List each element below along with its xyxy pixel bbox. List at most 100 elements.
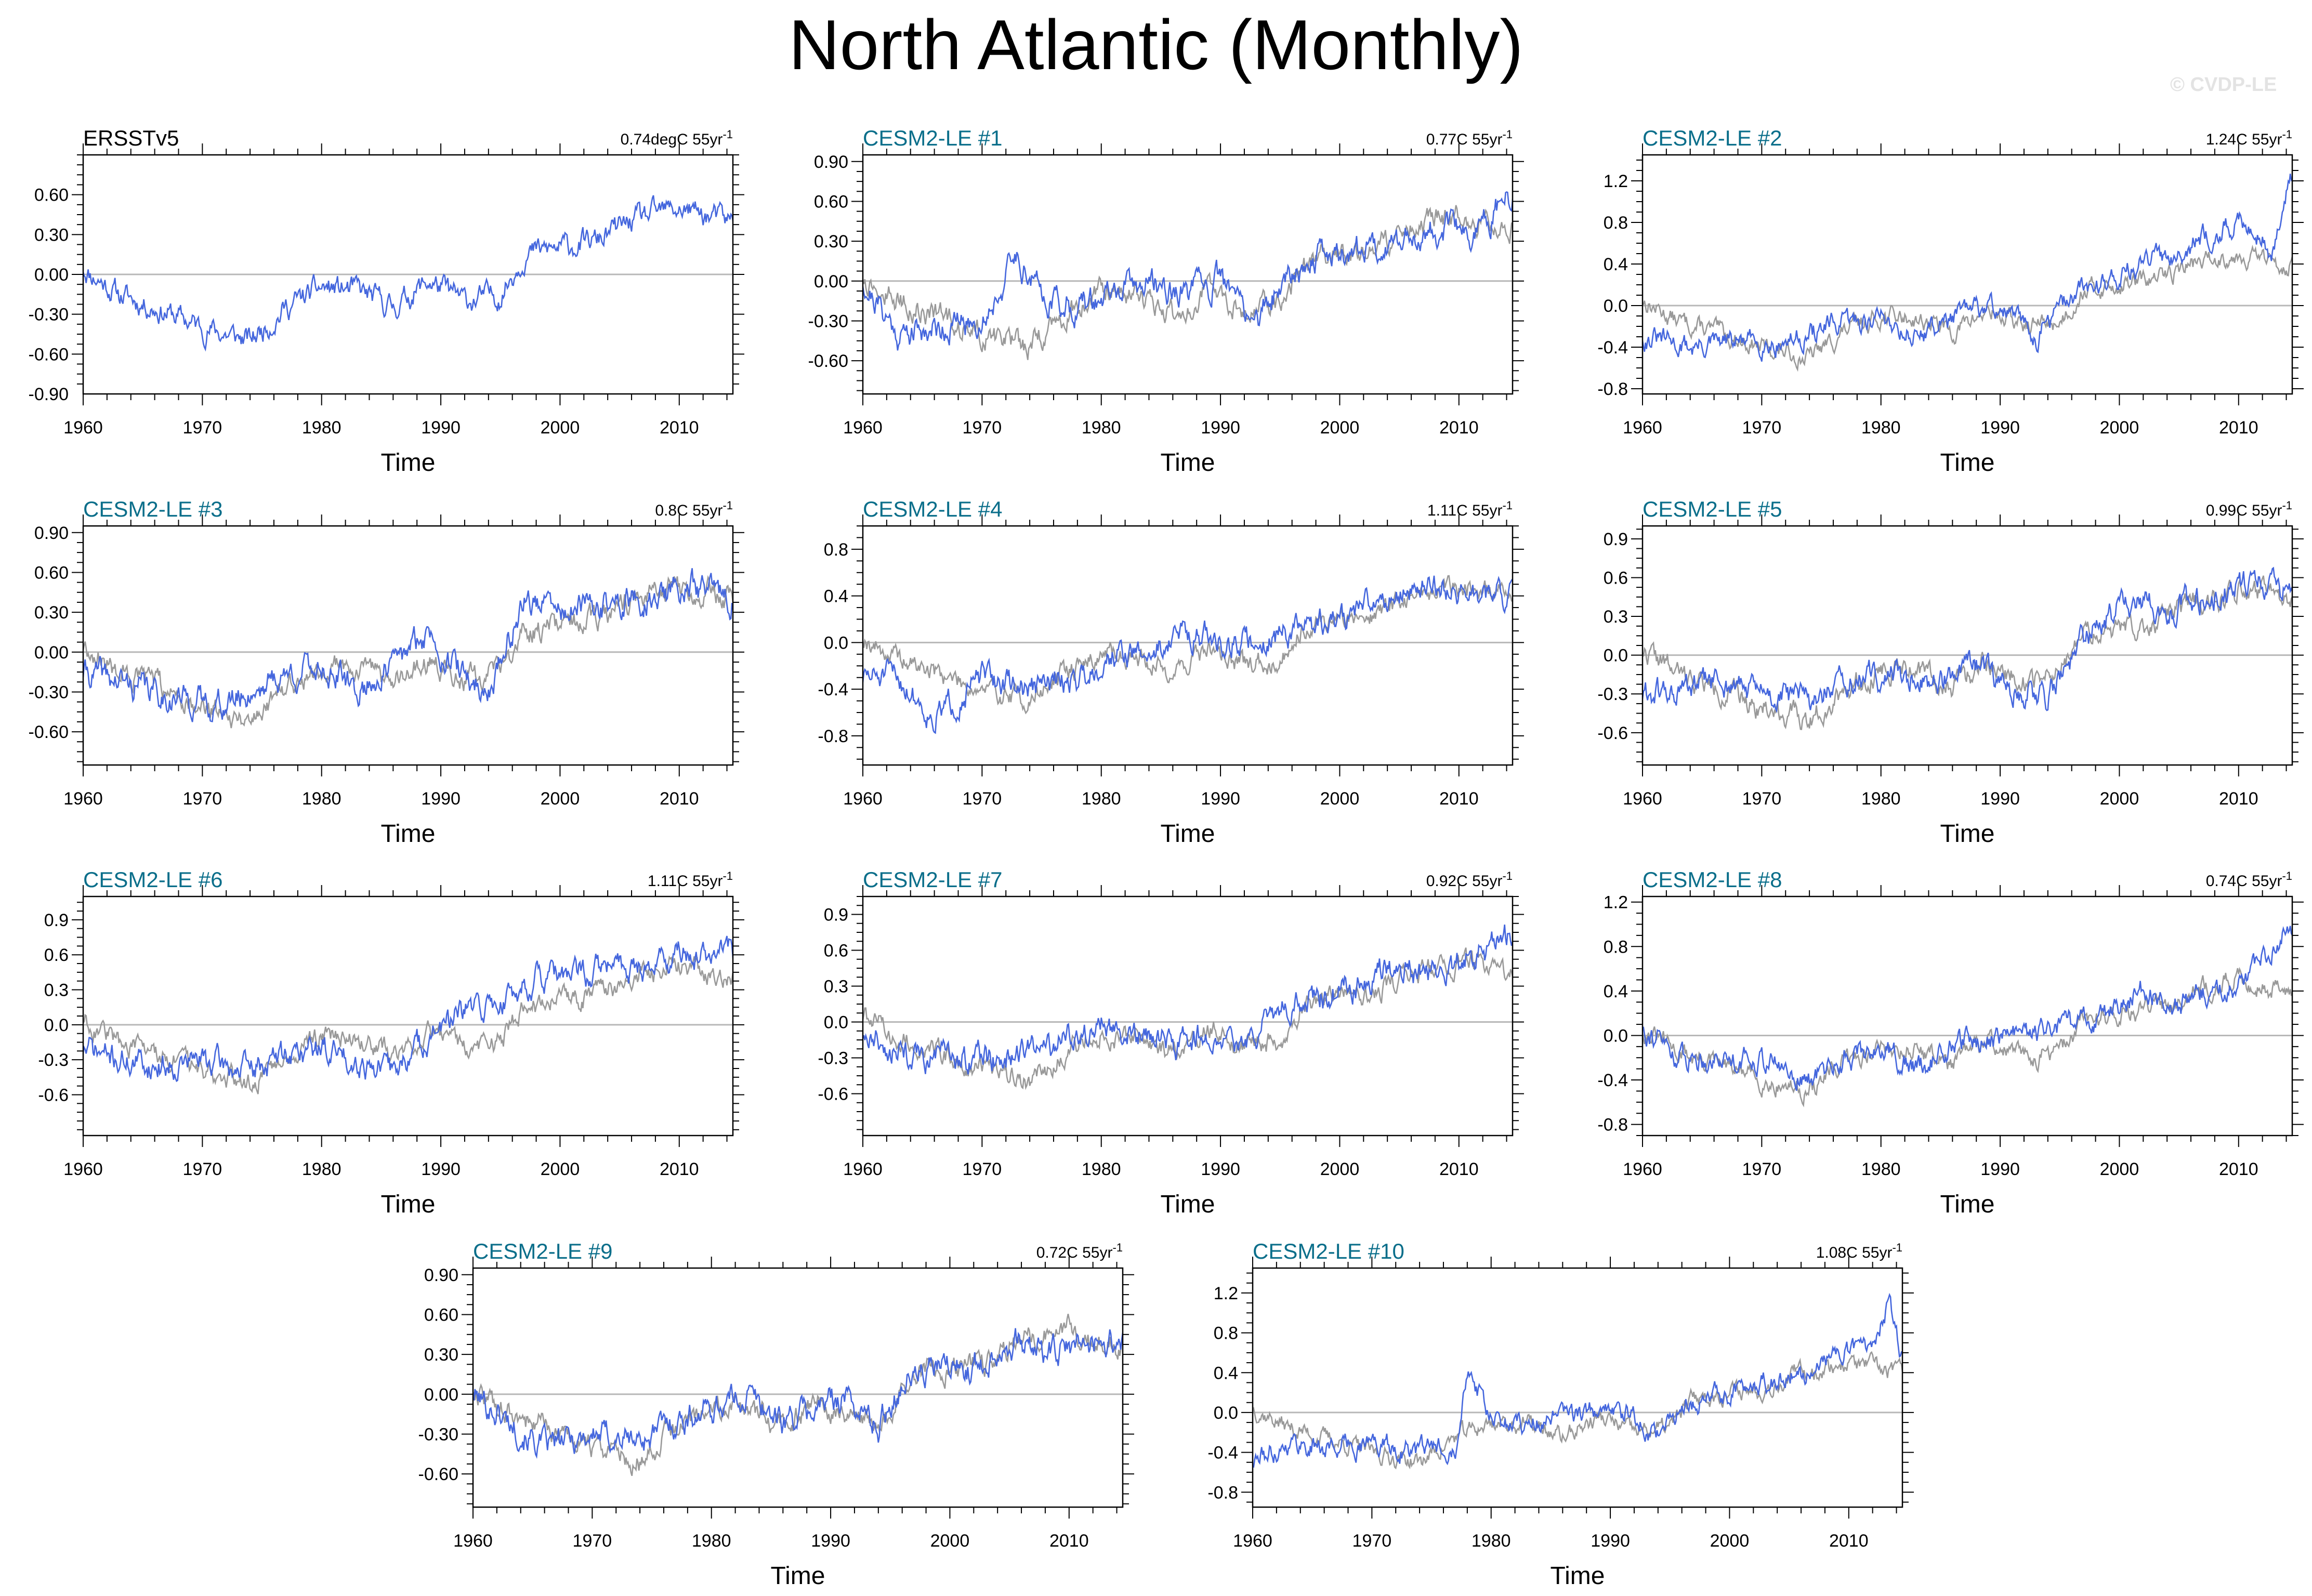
chart-panel-10: CESM2-LE #9 0.72C 55yr-1 -0.60 -0.30 0.00 0.3…: [418, 1239, 1134, 1590]
y-tick-label: 0.60: [34, 563, 69, 583]
panel-title: CESM2-LE #8: [1643, 867, 1782, 892]
y-tick-label: 0.0: [824, 1013, 848, 1033]
trend-exponent: -1: [2282, 499, 2292, 512]
plot-frame: [1641, 525, 2293, 766]
trend-label: 1.24C 55yr-1: [2206, 128, 2292, 148]
y-tick-label: -0.8: [1597, 1115, 1628, 1135]
y-tick-label: 0.90: [424, 1265, 458, 1285]
chart-panel-5: CESM2-LE #4 1.11C 55yr-1 -0.8 -0.4 0.0 0.4 0.8…: [818, 497, 1524, 848]
plot-area: [1643, 566, 2292, 730]
chart-panel-9: CESM2-LE #8 0.74C 55yr-1 -0.8 -0.4 0.0 0.4 0.8…: [1597, 867, 2304, 1218]
x-axis-label: Time: [1161, 1191, 1215, 1218]
x-tick-label: 1990: [421, 1159, 461, 1179]
panel-title: ERSSTv5: [83, 126, 179, 150]
y-tick-label: -0.3: [38, 1050, 69, 1070]
trend-value: 1.24C 55yr: [2206, 131, 2282, 148]
y-tick-label: -0.3: [818, 1049, 848, 1069]
trend-label: 0.8C 55yr-1: [655, 499, 733, 519]
y-tick-label: 0.0: [1604, 296, 1628, 316]
model-series-line: [863, 575, 1513, 734]
plot-frame: [862, 895, 1514, 1137]
trend-exponent: -1: [2282, 869, 2292, 882]
y-tick-label: 0.3: [1604, 607, 1628, 627]
x-tick-label: 1980: [1861, 1159, 1901, 1179]
trend-value: 1.08C 55yr: [1816, 1244, 1893, 1261]
trend-exponent: -1: [722, 869, 733, 882]
panel-title: CESM2-LE #1: [863, 126, 1002, 150]
x-tick-label: 2000: [1320, 1159, 1360, 1179]
x-tick-label: 1970: [1742, 1159, 1782, 1179]
y-tick-label: 0.0: [1604, 646, 1628, 666]
trend-value: 0.74C 55yr: [2206, 873, 2282, 890]
obs-series-line: [1643, 244, 2292, 372]
x-tick-label: 1970: [183, 1159, 222, 1179]
x-tick-label: 1990: [1980, 789, 2020, 809]
obs-series-line: [1643, 575, 2292, 730]
y-tick-label: 0.8: [1604, 937, 1628, 957]
x-tick-label: 1980: [1082, 418, 1121, 438]
plot-frame: [1252, 1267, 1903, 1508]
y-tick-label: 0.4: [824, 587, 848, 606]
x-tick-label: 1990: [1591, 1531, 1630, 1551]
x-tick-label: 1970: [1352, 1531, 1392, 1551]
plot-area: [1253, 1292, 1902, 1470]
x-tick-label: 2000: [2100, 789, 2139, 809]
trend-label: 0.74C 55yr-1: [2206, 869, 2292, 890]
model-series-line: [83, 195, 733, 352]
model-series-line: [863, 924, 1513, 1075]
y-tick-label: 0.9: [1604, 530, 1628, 549]
y-tick-label: 0.0: [44, 1015, 69, 1035]
x-tick-label: 2010: [660, 418, 699, 438]
trend-value: 0.92C 55yr: [1426, 873, 1503, 890]
x-tick-label: 1980: [1472, 1531, 1511, 1551]
y-tick-label: 0.00: [34, 643, 69, 663]
y-tick-label: 0.90: [34, 523, 69, 543]
trend-label: 1.08C 55yr-1: [1816, 1241, 1902, 1261]
y-tick-label: 0.0: [1214, 1403, 1238, 1423]
y-tick-label: 0.6: [44, 945, 69, 965]
model-series-line: [1643, 926, 2292, 1091]
y-tick-label: 0.00: [814, 272, 848, 292]
y-tick-label: -0.3: [1597, 684, 1628, 704]
model-series-line: [1253, 1292, 1902, 1468]
y-tick-label: -0.90: [29, 385, 69, 404]
x-tick-label: 2000: [2100, 418, 2139, 438]
x-tick-label: 1980: [692, 1531, 731, 1551]
trend-label: 0.99C 55yr-1: [2206, 499, 2292, 519]
y-tick-label: -0.4: [1597, 338, 1628, 358]
panel-title: CESM2-LE #5: [1643, 497, 1782, 521]
trend-label: 0.72C 55yr-1: [1036, 1241, 1123, 1261]
x-tick-label: 1980: [1861, 418, 1901, 438]
y-tick-label: 0.8: [1214, 1324, 1238, 1343]
trend-label: 0.77C 55yr-1: [1426, 128, 1513, 148]
x-tick-label: 2010: [1439, 418, 1479, 438]
plot-frame: [472, 1267, 1124, 1508]
x-tick-label: 1960: [1623, 418, 1662, 438]
x-tick-label: 1990: [421, 789, 461, 809]
trend-label: 1.11C 55yr-1: [1427, 499, 1513, 519]
x-tick-label: 1970: [183, 418, 222, 438]
panel-title: CESM2-LE #4: [863, 497, 1002, 521]
y-tick-label: 0.8: [1604, 213, 1628, 233]
x-tick-label: 2000: [541, 789, 580, 809]
x-tick-label: 2010: [2219, 418, 2258, 438]
plot-frame: [1641, 154, 2293, 395]
y-tick-label: 1.2: [1604, 172, 1628, 191]
trend-exponent: -1: [722, 128, 733, 141]
trend-exponent: -1: [1112, 1241, 1123, 1254]
x-tick-label: 1970: [1742, 418, 1782, 438]
y-tick-label: -0.8: [1597, 379, 1628, 399]
x-tick-label: 1980: [1082, 789, 1121, 809]
x-tick-label: 1960: [843, 789, 883, 809]
model-series-line: [83, 935, 733, 1083]
model-series-line: [863, 191, 1513, 351]
y-tick-label: 0.00: [34, 265, 69, 285]
x-tick-label: 1980: [302, 1159, 341, 1179]
trend-value: 0.8C 55yr: [655, 502, 722, 519]
y-tick-label: -0.8: [1207, 1483, 1238, 1502]
chart-panel-6: CESM2-LE #5 0.99C 55yr-1 -0.6 -0.3 0.0 0.3 0.6…: [1597, 497, 2304, 848]
y-tick-label: 0.60: [814, 192, 848, 212]
chart-panel-4: CESM2-LE #3 0.8C 55yr-1 -0.60 -0.30 0.00 0.30…: [29, 497, 744, 848]
trend-label: 0.92C 55yr-1: [1426, 869, 1513, 890]
